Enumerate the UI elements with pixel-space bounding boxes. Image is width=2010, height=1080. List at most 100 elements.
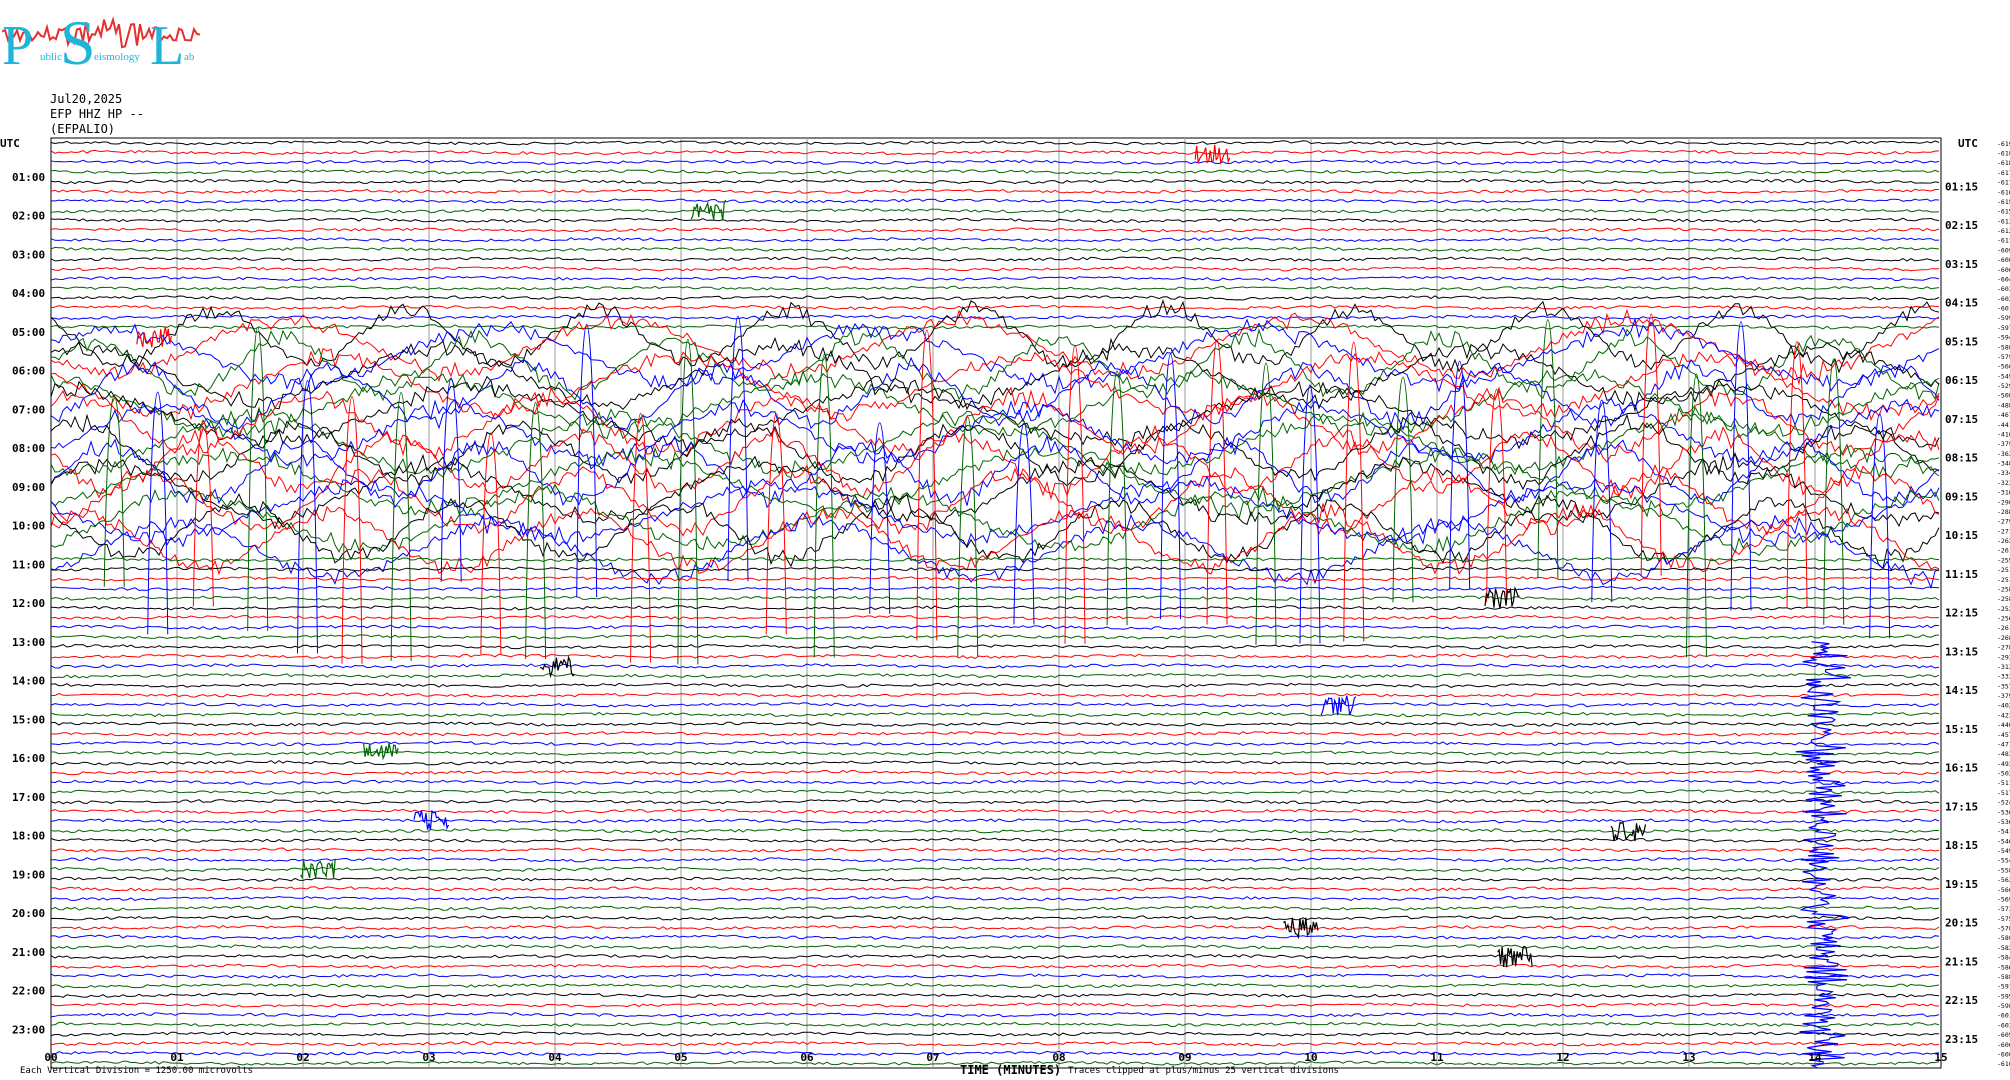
clipped-waveform	[1013, 422, 1035, 625]
seismic-trace	[50, 614, 1939, 621]
seismic-trace	[50, 585, 1940, 592]
utc-quarter-label: 22:15	[1945, 994, 1978, 1007]
seismic-trace	[50, 624, 1940, 630]
utc-hour-label: 10:00	[12, 520, 45, 533]
seismic-trace	[50, 285, 1940, 291]
seismic-trace	[50, 1041, 1940, 1047]
seismic-trace	[50, 159, 1940, 165]
utc-hour-label: 03:00	[12, 248, 45, 261]
utc-quarter-label: 16:15	[1945, 762, 1978, 775]
seismic-trace	[50, 663, 1940, 669]
trace-offset-label: -6087	[1997, 1050, 2010, 1058]
seismic-trace	[50, 711, 1940, 718]
local-event	[690, 199, 727, 221]
utc-hour-label: 01:00	[12, 171, 45, 184]
local-event	[300, 859, 336, 880]
clipped-waveform	[1299, 384, 1321, 644]
trace-group	[50, 140, 1940, 1066]
seismic-trace	[51, 934, 1940, 940]
seismic-trace	[50, 740, 1940, 747]
utc-hour-label: 14:00	[12, 675, 45, 688]
trace-offset-label: -5842	[1997, 954, 2010, 962]
x-tick-label: 14	[1808, 1051, 1822, 1064]
seismic-trace	[50, 566, 1940, 572]
clipped-waveform	[1160, 353, 1182, 620]
trace-offset-label: -5952	[1997, 992, 2010, 1000]
trace-offset-label: -3572	[1997, 682, 2010, 690]
clipped-waveform	[341, 396, 363, 664]
clipped-waveform	[1392, 377, 1414, 603]
seismic-trace	[50, 963, 1940, 969]
clipped-waveform	[1640, 314, 1662, 576]
seismic-trace	[50, 493, 1940, 569]
seismic-trace	[50, 386, 1940, 463]
seismic-trace	[50, 396, 1940, 470]
trace-offset-label: -5242	[1997, 799, 2010, 807]
clipped-waveform	[525, 402, 547, 659]
trace-offset-label: -5733	[1997, 905, 2010, 913]
seismic-trace	[50, 1012, 1940, 1018]
x-tick-label: 03	[422, 1051, 435, 1064]
clipped-waveform	[869, 422, 891, 614]
utc-hour-label: 07:00	[12, 403, 45, 416]
seismic-trace	[50, 483, 1940, 557]
station-name: (EFPALIO)	[50, 122, 116, 136]
seismic-trace	[50, 275, 1940, 282]
trace-offset-label: -5468	[1997, 837, 2010, 845]
seismic-trace	[50, 760, 1940, 766]
seismic-trace	[50, 424, 1940, 501]
seismic-trace	[50, 895, 1940, 902]
clipped-waveform	[677, 338, 699, 665]
seismic-trace	[50, 1050, 1940, 1057]
trace-offset-label: -5919	[1997, 983, 2010, 991]
utc-quarter-label: 04:15	[1945, 297, 1978, 310]
utc-quarter-label: 08:15	[1945, 452, 1978, 465]
utc-hour-label: 23:00	[12, 1023, 45, 1036]
seismic-trace	[50, 475, 1940, 548]
utc-quarter-label: 07:15	[1945, 413, 1978, 426]
trace-offset-label: -6186	[1997, 150, 2010, 158]
trace-offset-label: -5793	[1997, 353, 2010, 361]
logo-word-ab: ab	[184, 51, 195, 63]
x-tick-label: 07	[926, 1051, 939, 1064]
clipped-waveform	[1869, 413, 1891, 639]
utc-hour-label: 12:00	[12, 597, 45, 610]
clipped-waveform	[1206, 339, 1228, 625]
clipped-waveform	[765, 413, 787, 635]
trace-offset-label: -3125	[1997, 663, 2010, 671]
trace-offset-label: -4930	[1997, 760, 2010, 768]
seismic-trace	[50, 682, 1940, 688]
seismic-trace	[50, 188, 1939, 194]
trace-offset-label: -6055	[1997, 1031, 2010, 1039]
trace-offset-label: -6179	[1997, 169, 2010, 177]
trace-offset-label: -4022	[1997, 702, 2010, 710]
clipped-waveform	[103, 395, 125, 587]
seismic-trace	[50, 298, 1940, 374]
trace-offset-label: -5992	[1997, 314, 2010, 322]
utc-hour-label: 02:00	[12, 210, 45, 223]
utc-hour-label: 17:00	[12, 791, 45, 804]
seismic-trace	[50, 178, 1940, 185]
seismic-trace	[50, 673, 1940, 679]
psl-logo: P S L ublic eismology ab	[2, 7, 201, 76]
local-event	[539, 655, 575, 679]
local-event	[136, 326, 172, 348]
clipped-waveform	[1064, 345, 1086, 644]
utc-hour-label: 13:00	[12, 636, 45, 649]
seismic-trace	[50, 198, 1940, 204]
clipped-waveform	[247, 327, 269, 631]
utc-quarter-label: 20:15	[1945, 917, 1978, 930]
seismic-trace	[50, 413, 1940, 491]
clipped-waveform	[192, 421, 214, 607]
seismic-trace	[50, 866, 1940, 873]
seismic-trace	[50, 876, 1940, 882]
clipped-waveform	[1449, 361, 1471, 590]
trace-offset-label: -6080	[1997, 256, 2010, 264]
trace-offset-label: -5945	[1997, 334, 2010, 342]
seismic-trace	[50, 1060, 1940, 1066]
seismic-trace	[50, 595, 1940, 601]
clipped-waveform	[480, 432, 502, 655]
trace-offset-label: -5117	[1997, 779, 2010, 787]
trace-offset-label: -2583	[1997, 585, 2010, 593]
